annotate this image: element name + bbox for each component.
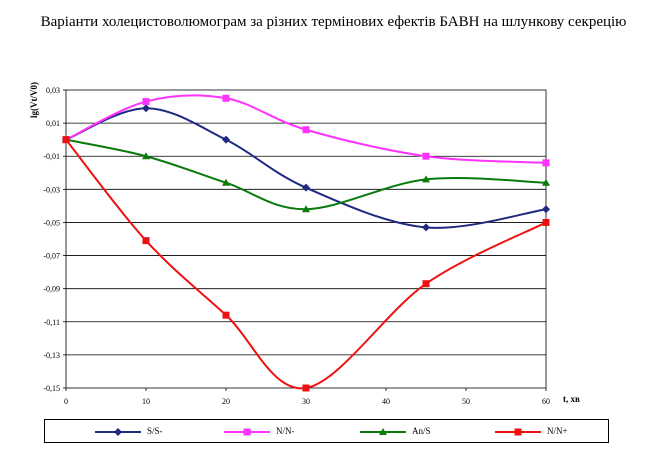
x-tick-label: 40 <box>382 397 390 406</box>
plot-area <box>65 89 547 389</box>
series-line-2 <box>65 138 547 211</box>
x-tick-label: 60 <box>542 397 550 406</box>
data-point-marker <box>62 136 70 144</box>
y-tick-label: 0,03 <box>46 86 60 95</box>
data-point-marker <box>302 205 310 213</box>
x-tick-label: 0 <box>64 397 68 406</box>
series-markers <box>62 94 550 392</box>
data-point-marker <box>542 205 550 214</box>
data-point-marker <box>222 135 230 144</box>
data-point-marker <box>142 152 150 160</box>
y-tick-label: -0,03 <box>43 185 60 194</box>
x-tick-label: 10 <box>142 397 150 406</box>
y-tick-label: -0,07 <box>43 252 60 261</box>
series-line-1 <box>65 94 547 164</box>
y-tick-label: 0,01 <box>46 119 60 128</box>
y-tick-label: -0,11 <box>44 318 60 327</box>
x-tick-label: 20 <box>222 397 230 406</box>
chart-title: Варіанти холецистоволюмограм за різних т… <box>40 14 627 30</box>
legend: S/S- N/N- An/S N/N+ <box>44 419 609 443</box>
data-point-marker <box>422 175 430 183</box>
y-tick-label: -0,01 <box>43 152 60 161</box>
legend-label: N/N- <box>276 426 295 436</box>
legend-item-n-n-minus: N/N- <box>220 425 295 439</box>
x-tick-label: 50 <box>462 397 470 406</box>
legend-item-s-s: S/S- <box>91 425 163 439</box>
legend-label: An/S <box>412 426 431 436</box>
x-tick-label: 30 <box>302 397 310 406</box>
legend-swatch-n-n-plus <box>495 428 541 436</box>
y-tick-label: -0,15 <box>43 384 60 393</box>
data-point-marker <box>542 218 550 226</box>
series-line-3 <box>65 139 547 390</box>
data-point-marker <box>422 223 430 232</box>
legend-label: S/S- <box>147 426 163 436</box>
data-point-marker <box>142 104 150 113</box>
x-axis-label: t, хв <box>563 394 580 404</box>
legend-swatch-an-s <box>360 428 406 435</box>
data-point-marker <box>142 237 150 245</box>
data-point-marker <box>222 178 230 186</box>
data-point-marker <box>542 159 550 167</box>
legend-item-an-s: An/S <box>356 425 431 439</box>
y-axis-label: lg(Vt/V0) <box>29 82 39 118</box>
data-point-marker <box>302 126 310 134</box>
y-axis-ticks: 0,03 0,01 -0,01 -0,03 -0,05 -0,07 -0,09 -0,11 -0… <box>43 86 66 393</box>
data-point-marker <box>302 384 310 392</box>
data-point-marker <box>542 178 550 186</box>
data-point-marker <box>222 311 230 319</box>
data-point-marker <box>222 94 230 102</box>
legend-swatch-n-n-minus <box>224 428 270 436</box>
data-point-marker <box>422 152 430 160</box>
y-tick-label: -0,05 <box>43 218 60 227</box>
y-tick-label: -0,09 <box>43 285 60 294</box>
legend-swatch-s-s <box>95 428 141 436</box>
data-point-marker <box>422 280 430 288</box>
legend-item-n-n-plus: N/N+ <box>491 425 568 439</box>
data-point-marker <box>142 98 150 106</box>
data-point-marker <box>302 183 310 192</box>
y-tick-label: -0,13 <box>43 351 60 360</box>
legend-label: N/N+ <box>547 426 568 436</box>
